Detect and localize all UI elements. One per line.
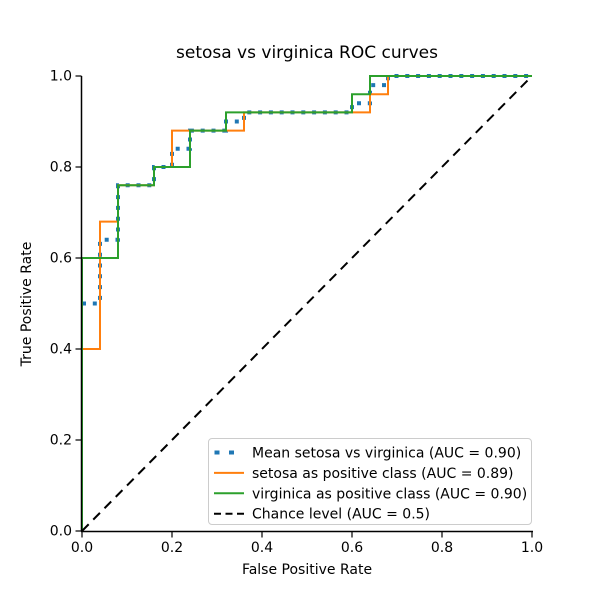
y-tick-label: 0.4 (50, 342, 72, 358)
roc-curve-virginica-as-positive-class (81, 75, 532, 531)
y-tick-label: 0.0 (50, 524, 72, 540)
roc-curve-chance-level (81, 75, 533, 532)
legend-label-virginica-as-positive-class: virginica as positive class (AUC = 0.90) (252, 486, 527, 502)
legend-box (208, 438, 532, 525)
x-tick-label: 1.0 (521, 540, 543, 556)
legend-label-mean-setosa-vs-virginica: Mean setosa vs virginica (AUC = 0.90) (252, 446, 521, 462)
legend-label-chance-level: Chance level (AUC = 0.5) (252, 507, 430, 523)
x-tick-label: 0.2 (161, 540, 183, 556)
curves-layer (81, 74, 533, 532)
x-tick-label: 0.8 (431, 540, 453, 556)
x-axis-label: False Positive Rate (242, 562, 372, 578)
legend-label-setosa-as-positive-class: setosa as positive class (AUC = 0.89) (252, 466, 514, 482)
y-tick-label: 1.0 (50, 69, 72, 85)
legend: Mean setosa vs virginica (AUC = 0.90) set… (208, 438, 532, 525)
x-tick-label: 0.6 (341, 540, 363, 556)
x-tick-label: 0.0 (71, 540, 93, 556)
ticks-layer: 0.0 0.2 0.4 0.6 0.8 1.0 0.0 0.2 0.4 0.6 0.8 1.0 (50, 69, 543, 557)
y-tick-label: 0.8 (50, 160, 72, 176)
chart-title: setosa vs virginica ROC curves (176, 43, 438, 63)
y-axis-label: True Positive Rate (19, 242, 35, 368)
y-tick-label: 0.2 (50, 433, 72, 449)
x-tick-label: 0.4 (251, 540, 273, 556)
y-tick-label: 0.6 (50, 251, 72, 267)
